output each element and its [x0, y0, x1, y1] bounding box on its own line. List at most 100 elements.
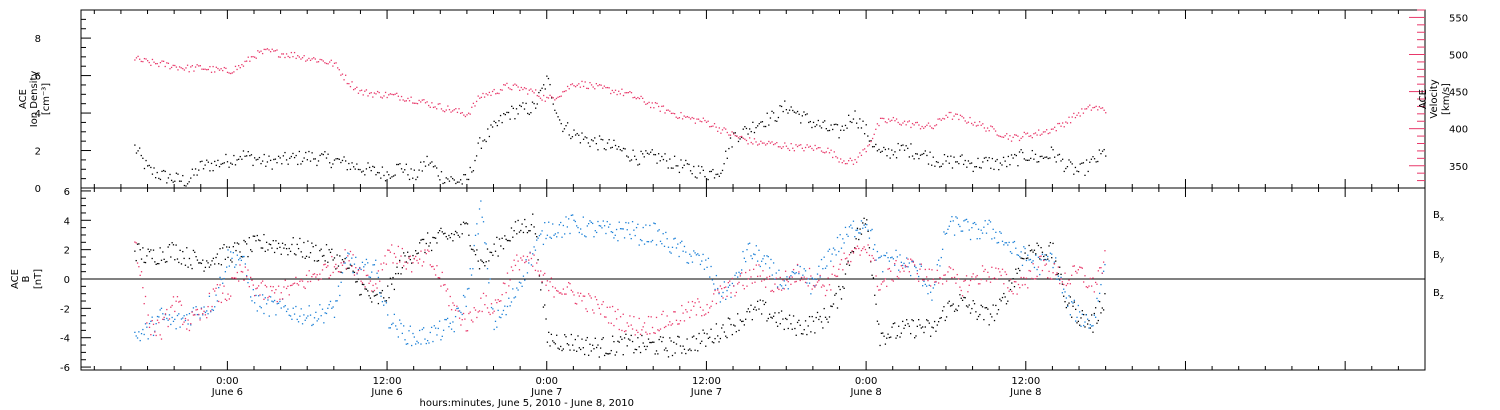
series-bz-point	[417, 262, 419, 264]
series-bz-point	[568, 281, 570, 284]
series-bx-point	[868, 247, 871, 249]
series-bx-point	[611, 335, 614, 337]
series-bx-point	[454, 230, 457, 233]
series-bx-point	[327, 261, 329, 263]
density-series-point	[808, 121, 810, 124]
series-by-point	[493, 328, 495, 331]
density-series-point	[720, 172, 722, 174]
series-by-point	[667, 246, 670, 248]
density-series-point	[372, 165, 374, 168]
series-bx-point	[468, 234, 470, 236]
velocity-series-point	[298, 56, 300, 58]
series-bx-point	[1072, 305, 1074, 307]
series-bx-point	[146, 255, 148, 257]
density-series-point	[539, 89, 542, 92]
velocity-series-point	[715, 126, 717, 128]
series-bx-point	[159, 247, 161, 249]
series-by-point	[251, 300, 253, 302]
series-by-point	[952, 220, 954, 222]
velocity-series-point	[991, 126, 994, 128]
series-by-point	[995, 231, 997, 233]
series-by-point	[356, 273, 358, 275]
velocity-series-point	[485, 93, 487, 95]
velocity-series-point	[605, 86, 607, 89]
series-bz-point	[525, 260, 527, 263]
series-by-point	[545, 237, 547, 240]
series-bz-point	[508, 285, 510, 287]
velocity-series-point	[670, 112, 673, 115]
series-bz-point	[685, 309, 687, 311]
series-bz-point	[216, 284, 219, 286]
series-bz-point	[855, 248, 857, 250]
series-by-point	[289, 315, 292, 317]
velocity-series-point	[162, 60, 165, 62]
density-series-point	[581, 132, 583, 134]
series-by-point	[396, 328, 398, 330]
velocity-series-point	[736, 135, 738, 137]
series-bz-point	[839, 263, 841, 265]
series-bz-point	[775, 277, 777, 279]
velocity-series-point	[911, 122, 914, 125]
series-by-point	[454, 315, 457, 318]
series-bz-point	[312, 273, 314, 276]
series-bz-point	[953, 276, 956, 279]
series-bx-point	[892, 322, 895, 325]
series-bx-point	[422, 238, 425, 241]
series-bz-point	[281, 298, 284, 300]
series-bx-point	[561, 349, 563, 352]
series-bz-point	[158, 321, 160, 324]
series-by-point	[176, 314, 179, 317]
series-bx-point	[1101, 307, 1103, 309]
density-series-point	[148, 164, 150, 167]
series-by-point	[240, 259, 242, 262]
series-by-point	[878, 257, 880, 259]
density-series-point	[434, 165, 436, 167]
density-series-point	[1025, 159, 1027, 161]
series-bx-point	[844, 273, 847, 275]
series-by-point	[762, 258, 764, 260]
series-bx-point	[188, 257, 191, 260]
series-bx-point	[148, 250, 151, 253]
velocity-series-point	[1100, 107, 1102, 110]
series-bx-point	[312, 246, 314, 248]
series-bz-point	[307, 281, 309, 283]
series-bz-point	[601, 303, 603, 306]
series-bx-point	[300, 251, 302, 253]
series-bz-point	[481, 310, 483, 313]
velocity-series-point	[875, 128, 877, 130]
density-series-point	[193, 174, 195, 176]
series-by-point	[250, 296, 252, 298]
series-bx-point	[609, 352, 611, 355]
series-bx-point	[940, 316, 942, 319]
velocity-series-point	[482, 92, 484, 95]
velocity-series-point	[241, 63, 243, 66]
series-bz-point	[576, 303, 578, 305]
density-series-point	[1065, 167, 1067, 170]
density-series-point	[330, 166, 332, 169]
series-by-point	[347, 252, 349, 254]
series-bz-point	[826, 289, 828, 292]
density-series-point	[654, 154, 657, 156]
series-by-point	[295, 305, 297, 308]
series-by-point	[973, 221, 976, 224]
series-bx-point	[222, 247, 224, 249]
density-series-point	[969, 162, 971, 165]
density-series-point	[455, 182, 457, 185]
velocity-series-point	[309, 59, 312, 62]
velocity-series-point	[206, 69, 208, 71]
series-bx-point	[353, 271, 356, 274]
density-series-point	[945, 160, 947, 162]
velocity-series-point	[201, 68, 203, 70]
velocity-series-point	[479, 97, 481, 99]
series-bx-point	[1015, 268, 1017, 270]
velocity-tick-label: 400	[1449, 125, 1468, 136]
series-bx-point	[425, 242, 427, 245]
series-bz-point	[906, 265, 908, 268]
density-series-point	[400, 168, 403, 170]
velocity-series-point	[370, 92, 372, 94]
series-by-point	[489, 278, 491, 280]
series-bx-point	[922, 326, 924, 328]
density-series-point	[380, 177, 382, 179]
series-bx-point	[332, 259, 334, 261]
series-by-point	[1045, 259, 1048, 261]
